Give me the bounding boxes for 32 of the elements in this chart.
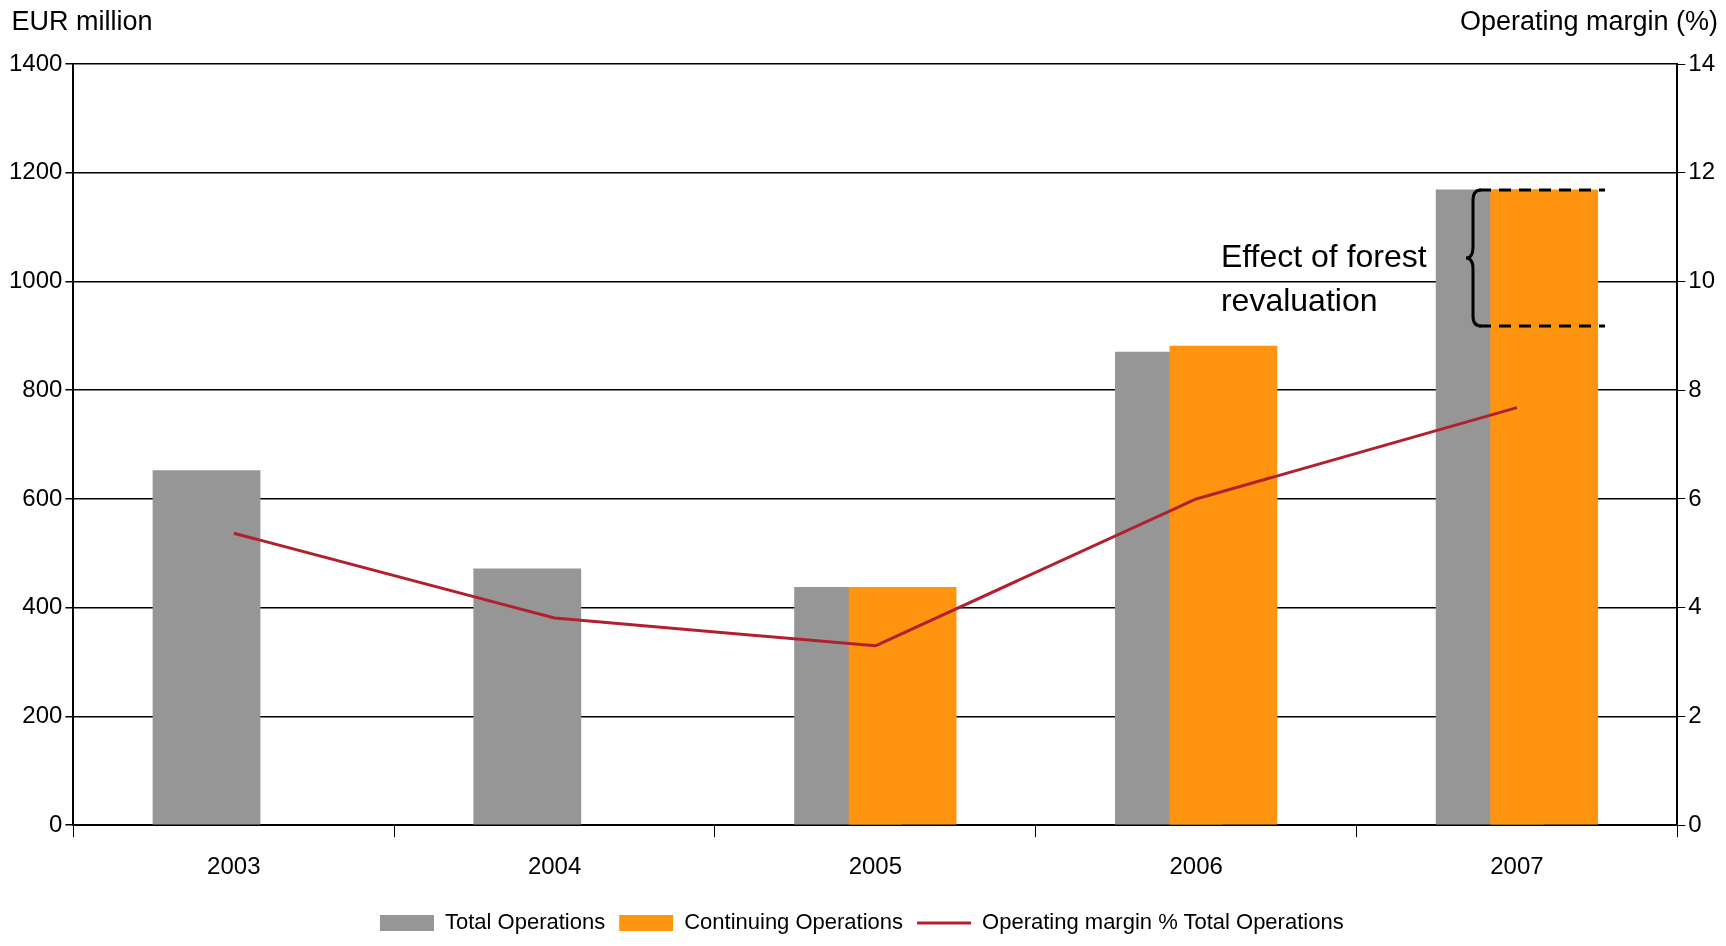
- y2-tick-label: 2: [1688, 701, 1702, 729]
- y2-tick-label: 14: [1688, 48, 1716, 76]
- y-tick-label: 1200: [9, 157, 63, 185]
- bar: [1169, 345, 1278, 825]
- bar: [1490, 189, 1599, 825]
- y-tick-label: 1000: [9, 266, 63, 294]
- bar: [848, 587, 957, 825]
- y2-tick-label: 10: [1688, 266, 1716, 294]
- annotation: Effect of forest revaluation: [1220, 236, 1428, 320]
- x-tick-label: 2006: [1169, 852, 1223, 880]
- y2-tick-label: 8: [1688, 374, 1702, 402]
- x-tick-label: 2003: [207, 852, 261, 880]
- y-tick-label: 200: [22, 701, 63, 729]
- legend-label: Operating margin % Total Operations: [982, 909, 1344, 935]
- y2-tick-label: 4: [1688, 592, 1702, 620]
- y2-tick-label: 0: [1688, 809, 1702, 837]
- y-tick-label: 1400: [9, 48, 63, 76]
- y2-axis-title: Operating margin (%): [1459, 6, 1718, 37]
- y-tick-label: 600: [22, 483, 63, 511]
- y2-tick-label: 6: [1688, 483, 1702, 511]
- x-tick-label: 2007: [1490, 852, 1544, 880]
- y-tick-label: 800: [22, 374, 63, 402]
- legend-label: Total Operations: [444, 909, 606, 935]
- bar: [152, 470, 261, 825]
- x-tick-label: 2004: [527, 852, 582, 880]
- x-tick-label: 2005: [848, 852, 903, 880]
- y-tick-label: 0: [49, 809, 63, 837]
- y-tick-label: 400: [22, 592, 63, 620]
- y-axis-title: EUR million: [11, 6, 153, 37]
- legend-label: Continuing Operations: [684, 909, 904, 935]
- bar: [473, 568, 582, 825]
- y2-tick-label: 12: [1688, 157, 1716, 185]
